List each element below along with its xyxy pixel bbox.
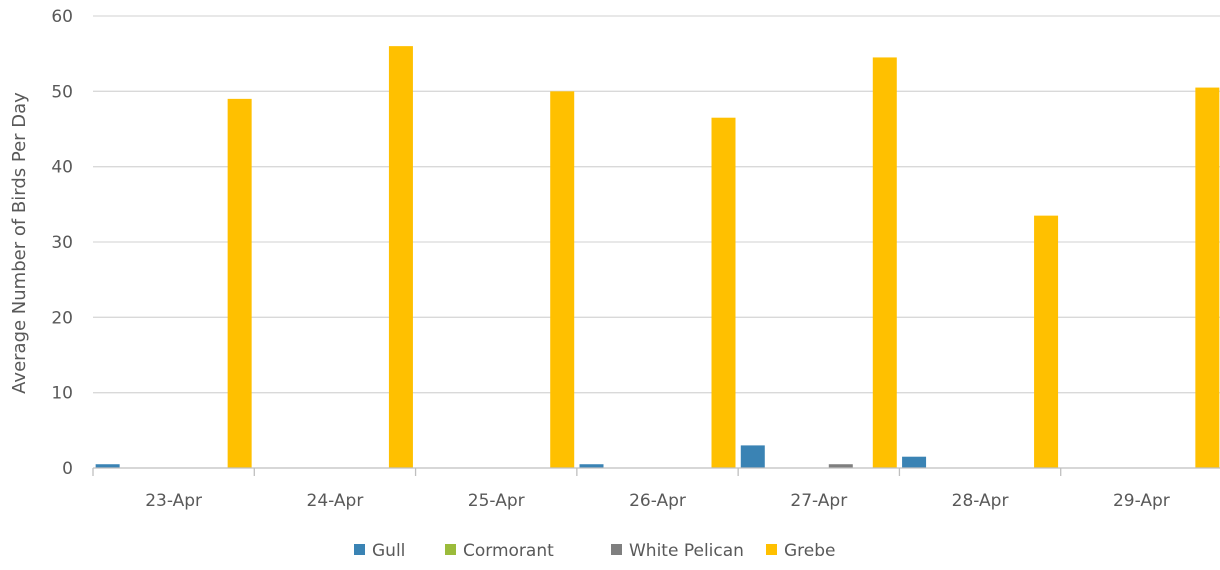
gridlines [93, 15, 1220, 394]
x-tick-label-27-Apr: 27-Apr [790, 491, 847, 511]
y-tick-label-10: 10 [51, 384, 73, 404]
legend-label-grebe: Grebe [784, 541, 836, 561]
y-tick-label-30: 30 [51, 233, 73, 253]
x-tick-label-24-Apr: 24-Apr [307, 491, 364, 511]
bar-grebe-29-Apr [1195, 87, 1220, 469]
legend-swatch-cormorant [445, 544, 456, 555]
bar-grebe-27-Apr [872, 57, 897, 468]
bar-gull-23-Apr [95, 464, 120, 468]
legend-swatch-grebe [766, 544, 777, 555]
x-tick-label-26-Apr: 26-Apr [629, 491, 686, 511]
x-tick-label-28-Apr: 28-Apr [952, 491, 1009, 511]
legend-label-white-pelican: White Pelican [629, 541, 744, 561]
bar-white-pelican-27-Apr [828, 464, 853, 468]
axes: 0 10 20 30 40 50 60 23-Apr 24-Apr 25-Apr 26-Apr 27-… [51, 7, 1220, 511]
y-axis-title: Average Number of Birds Per Day [9, 92, 30, 394]
y-tick-label-40: 40 [51, 158, 73, 178]
y-tick-label-20: 20 [51, 308, 73, 328]
x-tick-label-23-Apr: 23-Apr [145, 491, 202, 511]
bar-grebe-23-Apr [227, 98, 252, 468]
bar-gull-26-Apr [579, 464, 604, 468]
x-tick-label-25-Apr: 25-Apr [468, 491, 525, 511]
y-tick-label-0: 0 [62, 459, 73, 479]
y-tick-label-60: 60 [51, 7, 73, 27]
legend-label-gull: Gull [372, 541, 405, 561]
legend-swatch-white-pelican [611, 544, 622, 555]
legend-swatch-gull [354, 544, 365, 555]
legend: Gull Cormorant White Pelican Grebe [354, 541, 836, 561]
bars [95, 46, 1220, 469]
x-tick-label-29-Apr: 29-Apr [1113, 491, 1170, 511]
legend-label-cormorant: Cormorant [463, 541, 554, 561]
y-tick-label-50: 50 [51, 82, 73, 102]
bar-grebe-25-Apr [550, 91, 575, 468]
bar-grebe-24-Apr [388, 46, 413, 469]
bar-grebe-26-Apr [711, 117, 736, 468]
bar-grebe-28-Apr [1034, 215, 1059, 468]
bar-gull-28-Apr [902, 456, 927, 468]
bar-gull-27-Apr [740, 445, 765, 468]
